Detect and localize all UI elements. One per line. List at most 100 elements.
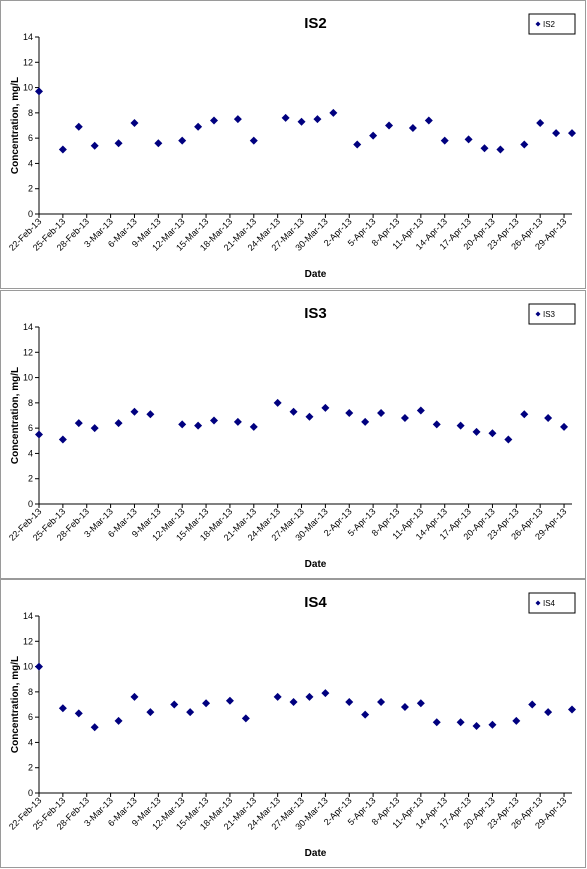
data-point	[345, 697, 354, 706]
data-point	[146, 410, 155, 419]
data-point	[194, 122, 203, 131]
legend-marker	[535, 600, 541, 606]
data-point	[202, 699, 211, 708]
data-point	[313, 115, 322, 124]
chart-title: IS4	[304, 594, 327, 611]
data-point	[273, 398, 282, 407]
data-point	[178, 136, 187, 145]
data-point	[249, 136, 258, 145]
data-point	[58, 704, 67, 713]
legend-box	[528, 592, 576, 614]
y-tick-label: 6	[28, 712, 33, 722]
chart-panel-is4: IS4 0 2 4 6 8 10 12 14 22-Feb-13 25-Feb-13 28-Feb-1…	[0, 579, 586, 868]
data-point	[297, 117, 306, 126]
y-tick-label: 8	[28, 687, 33, 697]
data-point	[35, 87, 43, 96]
chart-panel-is3: IS3 0 2 4 6 8 10 12 14 22-Feb-13 25-Feb-13 28-Feb-1…	[0, 290, 586, 579]
data-point	[432, 420, 441, 429]
data-point	[130, 118, 139, 127]
chart-is3: IS30246810121422-Feb-1325-Feb-1328-Feb-1…	[7, 303, 576, 570]
y-tick-label: 2	[28, 763, 33, 773]
y-tick-label: 2	[28, 184, 33, 194]
y-axis-label: Concentration, mg/L	[10, 367, 21, 464]
data-point	[544, 414, 553, 423]
data-point	[504, 435, 513, 444]
legend-label: IS4	[543, 599, 556, 608]
data-point	[233, 115, 242, 124]
y-tick-label: 4	[28, 448, 33, 458]
x-axis-label: Date	[305, 559, 327, 570]
y-tick-label: 0	[28, 499, 33, 509]
data-point	[194, 421, 203, 430]
data-point	[488, 429, 497, 438]
data-point	[74, 419, 83, 428]
data-point	[528, 700, 537, 709]
y-tick-label: 12	[23, 347, 33, 357]
y-tick-label: 14	[23, 611, 33, 621]
data-point	[146, 708, 155, 717]
legend-box	[528, 303, 576, 325]
data-point	[130, 407, 139, 416]
data-point	[186, 708, 195, 717]
data-point	[456, 421, 465, 430]
data-point	[329, 108, 338, 117]
y-tick-label: 10	[23, 83, 33, 93]
data-point	[512, 716, 521, 725]
data-point	[90, 141, 99, 150]
y-tick-label: 14	[23, 32, 33, 42]
x-axis-label: Date	[305, 848, 327, 859]
data-point	[210, 116, 219, 125]
y-tick-label: 12	[23, 636, 33, 646]
data-point	[568, 705, 576, 714]
data-point	[249, 422, 258, 431]
data-point	[424, 116, 433, 125]
chart-panel-is2: IS2 0 2 4 6 8 10 12 14 22-Feb-13 25-Feb-13 28-Feb-1…	[0, 0, 586, 289]
y-tick-label: 10	[23, 662, 33, 672]
x-axis-label: Date	[305, 269, 327, 280]
data-point	[130, 692, 139, 701]
data-point	[289, 697, 298, 706]
y-tick-label: 12	[23, 57, 33, 67]
data-point	[35, 662, 43, 671]
data-point	[560, 422, 569, 431]
y-tick-label: 6	[28, 133, 33, 143]
data-point	[552, 129, 561, 138]
data-point	[305, 692, 314, 701]
y-tick-label: 4	[28, 158, 33, 168]
data-point	[544, 708, 553, 717]
data-point	[472, 427, 481, 436]
data-point	[210, 416, 219, 425]
data-point	[305, 412, 314, 421]
data-point	[178, 420, 187, 429]
y-tick-label: 2	[28, 474, 33, 484]
data-point	[361, 417, 370, 426]
data-point	[114, 419, 123, 428]
chart-title: IS2	[304, 15, 327, 32]
data-point	[241, 714, 250, 723]
data-point	[154, 139, 163, 148]
data-point	[281, 113, 290, 122]
data-point	[369, 131, 378, 140]
data-point	[58, 435, 67, 444]
data-point	[361, 710, 370, 719]
y-tick-label: 10	[23, 373, 33, 383]
data-point	[289, 407, 298, 416]
chart-is2: IS20246810121422-Feb-1325-Feb-1328-Feb-1…	[7, 13, 576, 280]
data-point	[464, 135, 473, 144]
data-point	[496, 145, 505, 154]
legend-marker	[535, 311, 541, 317]
y-tick-label: 4	[28, 737, 33, 747]
data-point	[345, 408, 354, 417]
data-point	[90, 723, 99, 732]
data-point	[520, 410, 529, 419]
chart-title: IS3	[304, 305, 327, 322]
data-point	[520, 140, 529, 149]
data-point	[321, 689, 330, 698]
data-point	[536, 118, 545, 127]
data-point	[90, 424, 99, 433]
data-point	[400, 703, 409, 712]
chart-is4: IS40246810121422-Feb-1325-Feb-1328-Feb-1…	[7, 592, 576, 859]
data-point	[225, 696, 234, 705]
legend-marker	[535, 21, 541, 27]
y-tick-label: 14	[23, 322, 33, 332]
